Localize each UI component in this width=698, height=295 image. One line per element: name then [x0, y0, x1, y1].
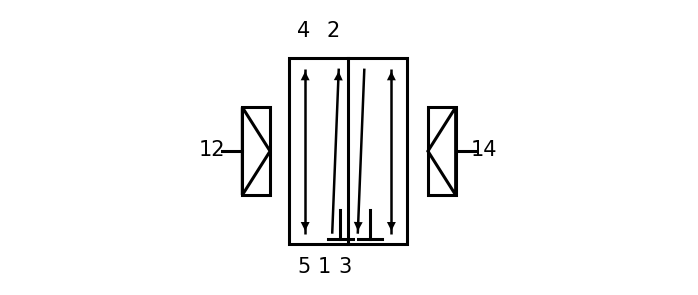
Text: 2: 2 [326, 21, 339, 41]
Text: 12: 12 [199, 140, 225, 160]
Bar [289, 58, 408, 244]
Text: 3: 3 [338, 257, 351, 277]
Bar [428, 107, 456, 195]
Text: 14: 14 [471, 140, 498, 160]
Text: 1: 1 [318, 257, 331, 277]
Bar [242, 107, 270, 195]
Text: 5: 5 [297, 257, 311, 277]
Text: 4: 4 [297, 21, 311, 41]
